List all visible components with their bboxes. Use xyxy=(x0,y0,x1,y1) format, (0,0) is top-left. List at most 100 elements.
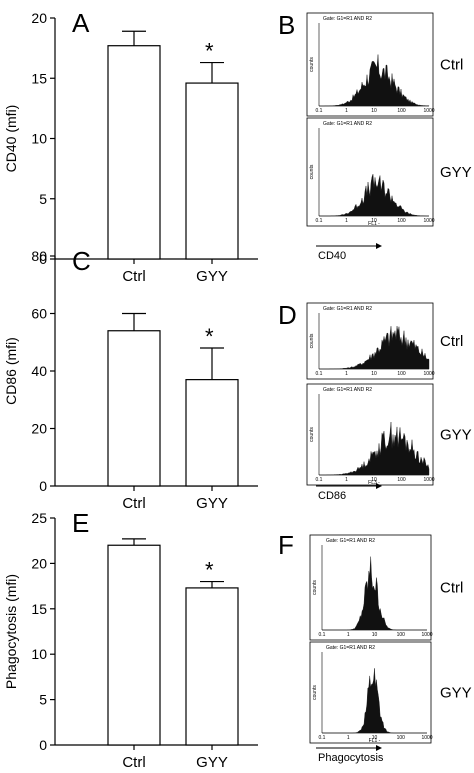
hist-x-tick-label: 10 xyxy=(371,371,377,377)
panel-letter: E xyxy=(72,508,89,538)
y-tick-label: 20 xyxy=(31,555,47,571)
hist-x-tick-label: 10 xyxy=(371,477,377,483)
bar-chart-e: E 0 5 10 15 20 25 Phagocytosis (mfi) Ctrl * GYY xyxy=(3,508,258,771)
y-tick-label: 15 xyxy=(31,70,47,86)
x-category-label: GYY xyxy=(196,268,228,285)
hist-x-tick-label: 1 xyxy=(345,477,348,483)
bar-chart-a: A 0 5 10 15 20 CD40 (mfi) Ctrl * GYY xyxy=(3,8,258,285)
hist-x-tick-label: 1000 xyxy=(421,632,432,638)
hist-x-tick-label: 0.1 xyxy=(316,371,323,377)
panel-letter: B xyxy=(278,10,295,40)
histogram-ctrl: Gate: G1=R1 AND R2 counts 0.1 1 10 100 1000 Ctr… xyxy=(309,534,463,641)
histogram-gyy: Gate: G1=R1 AND R2 counts 0.1 1 10 100 1000 FL3… xyxy=(306,383,472,486)
counts-label: counts xyxy=(309,164,315,179)
hist-x-tick-label: 100 xyxy=(397,632,406,638)
marker-arrow-head xyxy=(376,243,382,249)
y-tick-label: 15 xyxy=(31,601,47,617)
hist-x-tick-label: 10 xyxy=(371,218,377,224)
hist-x-tick-label: 0.1 xyxy=(316,108,323,114)
hist-x-tick-label: 100 xyxy=(397,735,406,741)
bar xyxy=(185,587,239,746)
y-tick-label: 60 xyxy=(31,306,47,322)
y-axis-title: CD86 (mfi) xyxy=(3,337,19,405)
histogram-gyy: Gate: G1=R1 AND R2 counts 0.1 1 10 100 1000 FL1… xyxy=(309,641,472,744)
hist-x-tick-label: 0.1 xyxy=(316,477,323,483)
counts-label: counts xyxy=(309,427,315,442)
bar xyxy=(107,330,161,487)
bar xyxy=(185,82,239,260)
channel-label: FL1 - xyxy=(369,738,381,744)
counts-label: counts xyxy=(309,57,315,72)
marker-arrow-head xyxy=(376,745,382,751)
y-tick-label: 5 xyxy=(39,191,47,207)
y-tick-label: 0 xyxy=(39,478,47,494)
significance-marker: * xyxy=(205,324,214,349)
panel-letter: F xyxy=(278,530,294,560)
gate-label: Gate: G1=R1 AND R2 xyxy=(326,538,375,544)
hist-x-tick-label: 1000 xyxy=(423,371,434,377)
histogram-panel-b: B Gate: G1=R1 AND R2 counts 0.1 1 10 100 1000 Ct… xyxy=(278,10,472,262)
hist-x-tick-label: 10 xyxy=(372,632,378,638)
gate-label: Gate: G1=R1 AND R2 xyxy=(323,121,372,127)
significance-marker: * xyxy=(205,558,214,583)
bar xyxy=(107,544,161,746)
marker-label: Phagocytosis xyxy=(318,752,384,764)
y-tick-label: 20 xyxy=(31,10,47,26)
hist-x-tick-label: 1 xyxy=(345,108,348,114)
x-category-label: Ctrl xyxy=(122,754,145,771)
significance-marker: * xyxy=(205,39,214,64)
marker-label: CD86 xyxy=(318,490,346,502)
histogram-gyy: Gate: G1=R1 AND R2 counts 0.1 1 10 100 1000 FL1… xyxy=(306,117,472,227)
hist-x-tick-label: 100 xyxy=(397,108,406,114)
y-tick-label: 80 xyxy=(31,248,47,264)
panel-letter: C xyxy=(72,246,91,276)
histogram-panel-d: D Gate: G1=R1 AND R2 counts 0.1 1 10 100 1000 Ct… xyxy=(278,300,472,502)
counts-label: counts xyxy=(309,333,315,348)
histogram-ctrl: Gate: G1=R1 AND R2 counts 0.1 1 10 100 1000 Ctr… xyxy=(306,12,463,117)
gate-label: Gate: G1=R1 AND R2 xyxy=(323,387,372,393)
group-label: GYY xyxy=(440,685,472,702)
x-category-label: GYY xyxy=(196,495,228,512)
histogram-distribution xyxy=(319,54,430,107)
histogram-distribution xyxy=(322,668,427,734)
hist-x-tick-label: 0.1 xyxy=(319,632,326,638)
y-axis-title: CD40 (mfi) xyxy=(3,105,19,173)
group-label: Ctrl xyxy=(440,333,463,350)
bar xyxy=(185,379,239,487)
histogram-distribution xyxy=(322,556,427,631)
hist-x-tick-label: 0.1 xyxy=(319,735,326,741)
y-tick-label: 10 xyxy=(31,646,47,662)
histogram-distribution xyxy=(319,174,429,217)
y-axis-title: Phagocytosis (mfi) xyxy=(3,574,19,689)
panel-letter: D xyxy=(278,300,297,330)
channel-label: FL3 - xyxy=(368,480,380,486)
bar xyxy=(107,45,161,260)
hist-x-tick-label: 1 xyxy=(347,632,350,638)
y-tick-label: 5 xyxy=(39,692,47,708)
gate-label: Gate: G1=R1 AND R2 xyxy=(326,645,375,651)
y-tick-label: 40 xyxy=(31,363,47,379)
histogram-distribution xyxy=(319,326,430,370)
counts-label: counts xyxy=(312,580,318,595)
hist-x-tick-label: 100 xyxy=(397,218,406,224)
bar-chart-c: C 0 20 40 60 80 CD86 (mfi) Ctrl * GYY xyxy=(3,246,258,512)
panel-letter: A xyxy=(72,8,90,38)
counts-label: counts xyxy=(312,685,318,700)
hist-x-tick-label: 1 xyxy=(345,218,348,224)
y-tick-label: 20 xyxy=(31,421,47,437)
hist-x-tick-label: 1 xyxy=(347,735,350,741)
y-tick-label: 25 xyxy=(31,510,47,526)
hist-x-tick-label: 1000 xyxy=(423,477,434,483)
group-label: GYY xyxy=(440,427,472,444)
x-category-label: Ctrl xyxy=(122,268,145,285)
hist-x-tick-label: 0.1 xyxy=(316,218,323,224)
y-tick-label: 10 xyxy=(31,131,47,147)
marker-arrow-head xyxy=(376,483,382,489)
gate-label: Gate: G1=R1 AND R2 xyxy=(323,16,372,22)
y-tick-label: 0 xyxy=(39,737,47,753)
hist-x-tick-label: 10 xyxy=(371,108,377,114)
x-category-label: Ctrl xyxy=(122,495,145,512)
marker-label: CD40 xyxy=(318,250,346,262)
hist-x-tick-label: 1000 xyxy=(423,218,434,224)
